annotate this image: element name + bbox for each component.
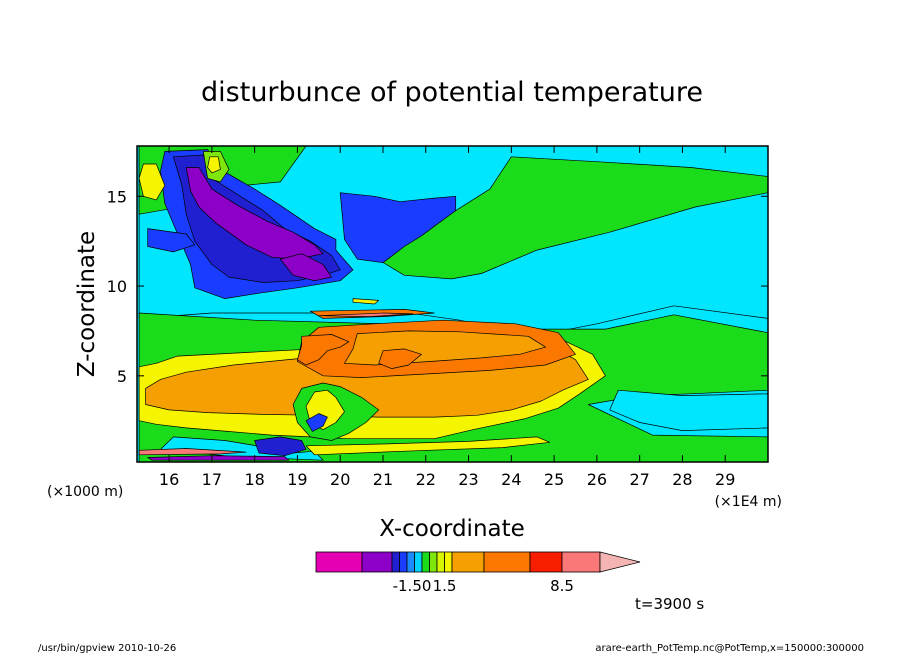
contour-region-17 [305,413,328,432]
colorbar-box [421,551,430,573]
colorbar-label: 8.5 [550,577,574,595]
contour-region-19 [147,455,290,461]
contour-region-22 [147,228,196,253]
x-tick-label: 17 [202,470,222,489]
contour-region-23 [339,192,457,264]
contour-region-20 [138,448,247,456]
x-tick-label: 20 [330,470,350,489]
colorbar: -1.50 1.5 8.5 [315,551,641,595]
contour-region-14 [318,312,414,317]
x-tick-label: 29 [715,470,735,489]
time-annotation: t=3900 s [635,595,704,613]
colorbar-box [406,551,415,573]
colorbar-box [391,551,400,573]
contour-region-7 [305,436,551,456]
colorbar-extend-arrow [599,551,641,573]
colorbar-box [429,551,438,573]
contour-fill-layer [138,146,768,462]
x-axis-ticks: 16 17 18 19 20 21 22 23 24 25 26 27 28 29 [159,146,735,489]
contour-region-11 [297,334,350,366]
colorbar-box [444,551,453,573]
colorbar-box [529,551,563,573]
x-tick-label: 21 [373,470,393,489]
y-axis-label: Z-coordinate [74,231,100,377]
x-tick-label: 27 [629,470,649,489]
footer-right: arare-earth_PotTemp.nc@PotTemp,x=150000:… [595,643,864,654]
chart-title: disturbunce of potential temperature [201,77,703,108]
contour-region-25 [185,167,324,260]
colorbar-box [451,551,485,573]
y-tick-label: 5 [117,367,127,386]
colorbar-label: -1.50 [393,577,432,595]
x-tick-label: 22 [416,470,436,489]
y-axis-ticks: 5 10 15 [107,187,768,386]
x-tick-label: 18 [244,470,264,489]
contour-region-12 [378,348,422,369]
y-tick-label: 10 [107,277,127,296]
x-tick-label: 26 [587,470,607,489]
colorbar-box [483,551,531,573]
colorbar-box [414,551,423,573]
contour-region-26 [279,253,332,282]
colorbar-box [361,551,393,573]
x-axis-unit-right: (×1E4 m) [715,494,782,510]
x-axis-unit-left: (×1000 m) [47,484,123,500]
contour-region-18 [254,436,307,457]
plot-area: 16 17 18 19 20 21 22 23 24 25 26 27 28 29 5 10 15 [107,145,769,489]
plot-frame [136,145,769,463]
contour-region-4 [609,389,768,431]
x-tick-label: 23 [458,470,478,489]
x-tick-label: 19 [287,470,307,489]
x-tick-label: 16 [159,470,179,489]
x-tick-label: 28 [672,470,692,489]
contour-region-29 [207,156,221,174]
colorbar-box [436,551,445,573]
colorbar-box [399,551,408,573]
x-axis-label: X-coordinate [379,516,525,542]
contour-region-30 [352,298,380,305]
colorbar-box [561,551,601,573]
x-tick-label: 25 [544,470,564,489]
footer-left: /usr/bin/gpview 2010-10-26 [38,643,176,654]
colorbar-box [315,551,363,573]
contour-region-27 [138,163,166,201]
x-tick-label: 24 [501,470,521,489]
y-tick-label: 15 [107,187,127,206]
colorbar-label: 1.5 [433,577,457,595]
